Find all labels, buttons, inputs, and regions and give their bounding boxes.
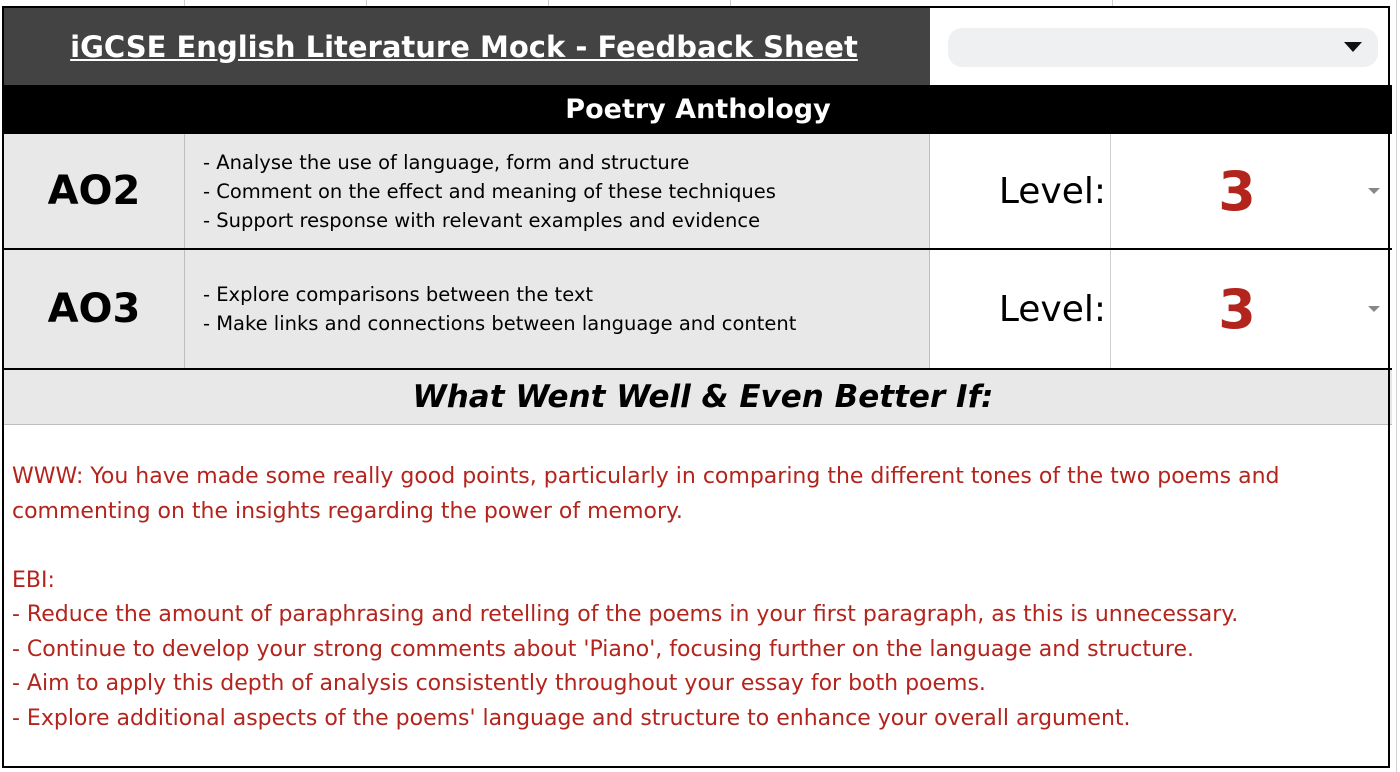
level-label[interactable]: Level: <box>931 250 1111 368</box>
www-line: commenting on the insights regarding the… <box>12 498 683 524</box>
feedback-text-cell[interactable]: WWW: You have made some really good poin… <box>12 460 1382 736</box>
objective-code[interactable]: AO2 <box>4 134 185 248</box>
section-title: Poetry Anthology <box>565 94 831 125</box>
page-title: iGCSE English Literature Mock - Feedback… <box>70 29 858 64</box>
ebi-point: - Explore additional aspects of the poem… <box>12 705 1131 731</box>
grid-right-edge <box>1393 0 1400 772</box>
level-value: 3 <box>1218 277 1256 341</box>
grid-line <box>1396 0 1397 772</box>
www-line: WWW: You have made some really good poin… <box>12 464 1280 489</box>
grid-line <box>184 0 185 6</box>
sheet-border <box>2 6 1390 768</box>
level-value: 3 <box>1218 159 1256 223</box>
grid-line <box>730 0 731 6</box>
level-select[interactable]: 3 <box>1112 134 1392 248</box>
grid-line <box>366 0 367 6</box>
objective-criteria[interactable]: - Explore comparisons between the text -… <box>185 250 930 368</box>
criterion: - Support response with relevant example… <box>203 208 761 232</box>
ebi-point: - Aim to apply this depth of analysis co… <box>12 671 986 696</box>
grid-line <box>1112 0 1113 6</box>
objective-code[interactable]: AO3 <box>4 250 185 368</box>
criterion: - Comment on the effect and meaning of t… <box>203 179 776 203</box>
ebi-label: EBI: <box>12 567 55 593</box>
criterion: - Make links and connections between lan… <box>203 312 797 335</box>
ebi-point: - Continue to develop your strong commen… <box>12 636 1195 662</box>
level-dropdown-arrow-icon[interactable] <box>1368 188 1380 194</box>
feedback-heading: What Went Well & Even Better If: <box>412 379 994 415</box>
objective-row-ao2: AO2 - Analyse the use of language, form … <box>4 134 1392 250</box>
student-dropdown[interactable] <box>948 28 1378 67</box>
level-label[interactable]: Level: <box>931 134 1111 248</box>
criterion: - Analyse the use of language, form and … <box>203 150 690 174</box>
level-select[interactable]: 3 <box>1112 250 1392 368</box>
objective-criteria[interactable]: - Analyse the use of language, form and … <box>185 134 930 248</box>
level-dropdown-arrow-icon[interactable] <box>1368 306 1380 312</box>
ebi-point: - Reduce the amount of paraphrasing and … <box>12 602 1239 627</box>
criterion: - Explore comparisons between the text <box>203 283 594 306</box>
grid-line <box>548 0 549 6</box>
title-cell[interactable]: iGCSE English Literature Mock - Feedback… <box>4 8 930 85</box>
objective-row-ao3: AO3 - Explore comparisons between the te… <box>4 250 1392 370</box>
feedback-heading-cell[interactable]: What Went Well & Even Better If: <box>4 370 1392 425</box>
dropdown-arrow-icon[interactable] <box>1344 42 1362 52</box>
grid-top-strip <box>0 0 1394 6</box>
section-header[interactable]: Poetry Anthology <box>4 85 1392 134</box>
